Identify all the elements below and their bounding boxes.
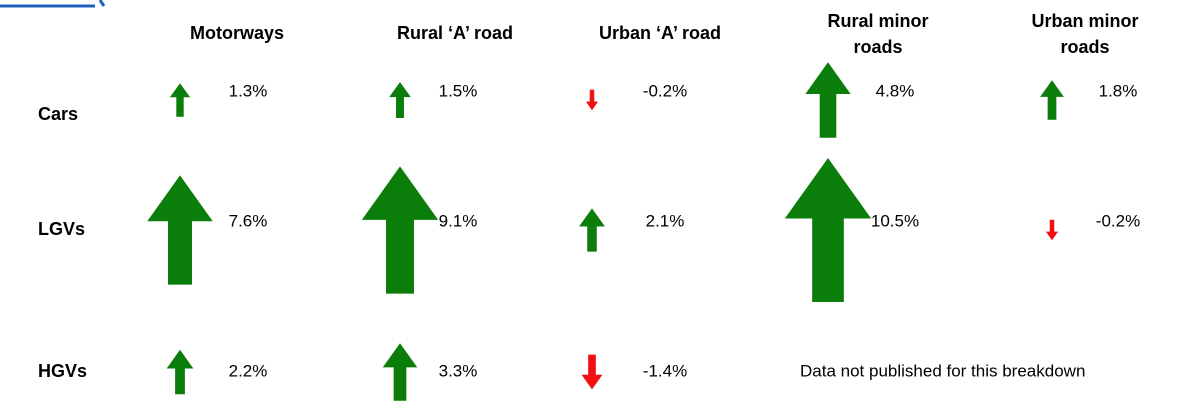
arrow-up	[361, 166, 439, 294]
arrow-up	[784, 158, 872, 302]
column-header: Rural ‘A’ road	[397, 23, 513, 43]
percent-change: 10.5%	[871, 211, 919, 230]
logo-fragment	[0, 0, 106, 8]
percent-change: 1.8%	[1099, 81, 1138, 100]
percent-change: 2.2%	[229, 361, 268, 380]
percent-change: 2.1%	[646, 211, 685, 230]
arrow-down	[585, 89, 599, 111]
percent-change: -0.2%	[643, 81, 687, 100]
column-header: Motorways	[190, 23, 284, 43]
row-label: HGVs	[38, 361, 87, 381]
column-header: Urban minor roads	[1031, 11, 1138, 57]
column-header: Rural minor roads	[827, 11, 928, 57]
percent-change: 4.8%	[876, 81, 915, 100]
row-label: Cars	[38, 104, 78, 124]
percent-change: 1.3%	[229, 81, 268, 100]
column-header: Urban ‘A’ road	[599, 23, 721, 43]
percent-change: -1.4%	[643, 361, 687, 380]
percent-change: 1.5%	[439, 81, 478, 100]
arrow-up	[1040, 80, 1064, 120]
arrow-up	[805, 62, 851, 138]
arrow-down	[581, 354, 603, 390]
arrow-up	[169, 83, 191, 117]
arrow-up	[382, 343, 418, 401]
arrow-up	[579, 208, 605, 252]
percent-change: -0.2%	[1096, 211, 1140, 230]
percent-change: 3.3%	[439, 361, 478, 380]
percent-change: 9.1%	[439, 211, 478, 230]
arrow-up	[147, 175, 213, 285]
arrow-up	[389, 82, 411, 118]
arrow-up	[166, 349, 194, 395]
row-label: LGVs	[38, 219, 85, 239]
arrow-down	[1045, 219, 1059, 241]
percent-change: 7.6%	[229, 211, 268, 230]
note: Data not published for this breakdown	[800, 361, 1085, 380]
